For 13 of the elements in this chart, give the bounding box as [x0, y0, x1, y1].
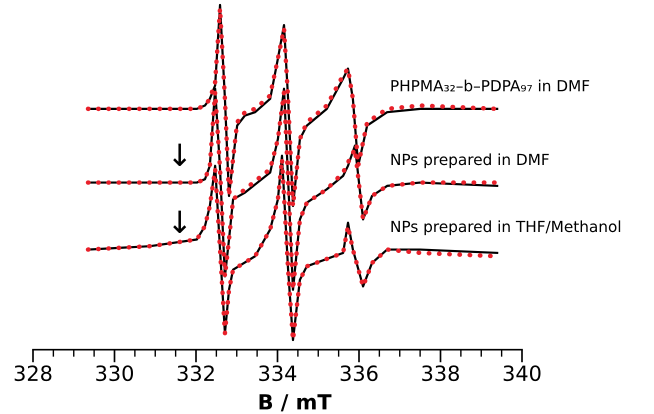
x-tick-label: 338	[422, 365, 459, 382]
annotation: NPs prepared in DMF	[391, 153, 549, 168]
x-tick-label: 328	[14, 365, 52, 382]
x-tick-label: 340	[504, 365, 540, 382]
annotation: ↓	[173, 210, 186, 233]
x-tick-label: 336	[340, 365, 378, 382]
annotation: ↓	[173, 144, 186, 166]
x-tick-label: 334	[259, 365, 296, 382]
x-tick-label: 332	[178, 365, 214, 382]
x-axis-title: B / mT	[260, 394, 332, 412]
annotation: PHPMA₃₂–b–PDPA₉₇ in DMF	[391, 80, 590, 92]
x-tick-label: 330	[96, 365, 133, 382]
annotation: NPs prepared in THF/Methanol	[391, 220, 620, 236]
